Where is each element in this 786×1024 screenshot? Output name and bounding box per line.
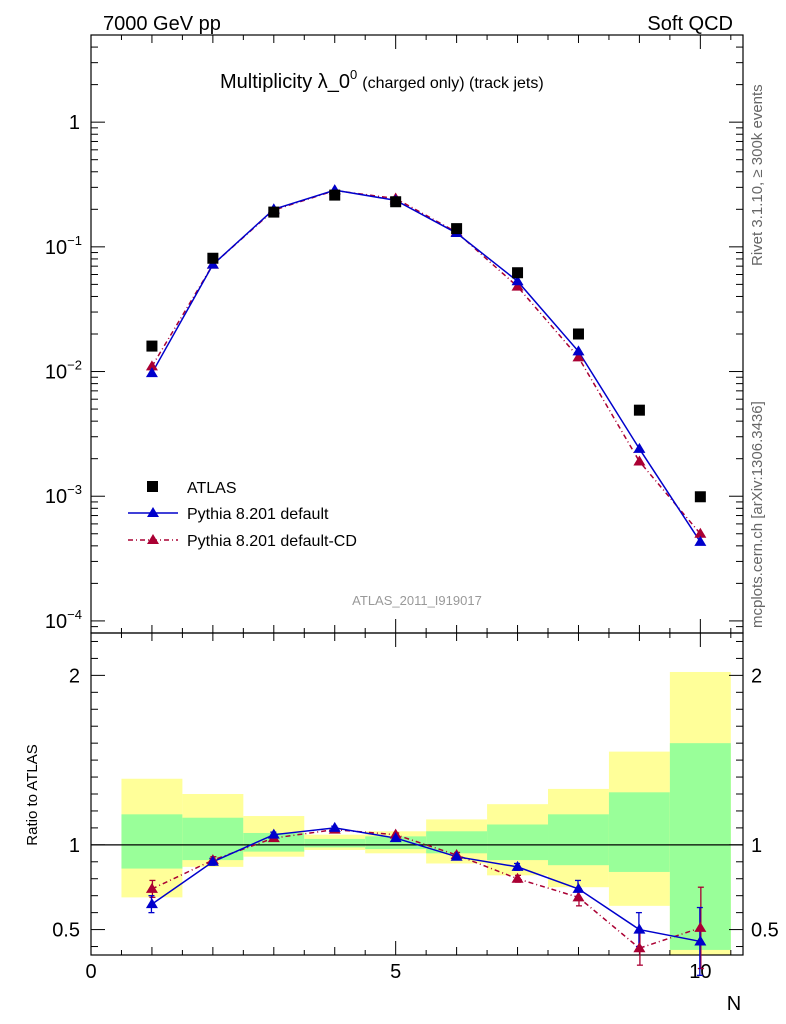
ratio-marker-pythia-default xyxy=(267,828,280,839)
y-tick-label-right: 0.5 xyxy=(751,920,779,942)
legend-label-atlas: ATLAS xyxy=(187,480,237,497)
marker-atlas xyxy=(207,252,219,264)
energy-label: 7000 GeV pp xyxy=(103,13,221,35)
category-label: Soft QCD xyxy=(647,13,733,35)
y-tick-label-right: 1 xyxy=(751,835,762,857)
series-line-pythia-default xyxy=(151,189,701,543)
ratio-marker-pythia-cd xyxy=(511,872,524,883)
ratio-marker-pythia-cd xyxy=(694,921,707,932)
marker-pythia-cd xyxy=(633,455,646,466)
marker-pythia-cd xyxy=(511,280,524,291)
marker-pythia-default xyxy=(572,345,585,356)
ratio-marker-pythia-cd xyxy=(145,882,158,893)
uncertainty-band-inner xyxy=(182,817,244,861)
marker-pythia-cd xyxy=(145,360,158,371)
legend-item-pythia-cd: Pythia 8.201 default-CD xyxy=(128,533,357,550)
marker-atlas xyxy=(329,189,341,201)
uncertainty-band-inner xyxy=(243,832,305,852)
y-tick-label: 10−4 xyxy=(45,607,82,633)
plot-title-sup: 0 xyxy=(350,67,357,82)
marker-atlas xyxy=(451,223,463,235)
plot-title: Multiplicity λ_00 (charged only) (track j… xyxy=(220,67,544,93)
analysis-id: ATLAS_2011_I919017 xyxy=(352,593,482,608)
rivet-label: Rivet 3.1.10, ≥ 300k events xyxy=(749,84,766,266)
mcplots-label: mcplots.cern.ch [arXiv:1306.3436] xyxy=(749,401,766,628)
ratio-marker-pythia-default xyxy=(389,832,402,843)
ratio-marker-pythia-cd xyxy=(572,891,585,902)
main-plot: 10−4 10−3 10−2 10−1 1 xyxy=(45,34,744,647)
ratio-marker-pythia-default xyxy=(633,923,646,934)
marker-atlas xyxy=(512,267,524,279)
uncertainty-band-inner xyxy=(608,792,670,872)
legend-marker-atlas xyxy=(147,481,158,492)
marker-pythia-default xyxy=(633,442,646,453)
ratio-marker-pythia-default xyxy=(511,860,524,871)
y-tick-label: 1 xyxy=(69,835,80,857)
y-tick-label: 10−2 xyxy=(45,358,82,384)
legend-label-pythia-default: Pythia 8.201 default xyxy=(187,506,329,523)
marker-pythia-default xyxy=(694,535,707,546)
legend: ATLAS Pythia 8.201 default Pythia 8.201 … xyxy=(128,480,357,550)
marker-pythia-cd xyxy=(572,351,585,362)
x-axis-label: N xyxy=(727,993,741,1015)
marker-pythia-cd xyxy=(694,527,707,538)
x-tick-label: 0 xyxy=(85,961,96,983)
marker-pythia-default xyxy=(511,275,524,286)
y-tick-label: 10−3 xyxy=(45,482,82,508)
ratio-marker-pythia-default xyxy=(450,850,463,861)
y-tick-label-right: 2 xyxy=(751,665,762,687)
x-tick-label: 5 xyxy=(390,961,401,983)
y-tick-label: 1 xyxy=(69,112,80,134)
ratio-marker-pythia-cd xyxy=(633,942,646,953)
y-tick-label: 0.5 xyxy=(52,920,80,942)
plot-title-main: Multiplicity λ_0 xyxy=(220,71,350,93)
ratio-line-pythia-default xyxy=(151,827,701,943)
ratio-marker-pythia-default xyxy=(572,882,585,893)
legend-marker-pythia-default xyxy=(147,507,159,517)
ratio-marker-pythia-default xyxy=(694,935,707,946)
uncertainty-band-inner xyxy=(304,838,366,848)
ratio-plot: 0 5 100.5 0.51 12 2 xyxy=(52,632,779,983)
y-axis-label: Ratio to ATLAS xyxy=(24,744,41,845)
marker-atlas xyxy=(694,491,706,503)
marker-atlas xyxy=(572,328,584,340)
ratio-marker-pythia-default xyxy=(206,855,219,866)
legend-label-pythia-cd: Pythia 8.201 default-CD xyxy=(187,533,357,550)
uncertainty-band-inner xyxy=(426,831,488,854)
ratio-marker-pythia-default xyxy=(328,821,341,832)
marker-atlas xyxy=(390,196,402,208)
uncertainty-band-inner xyxy=(365,836,427,850)
legend-item-pythia-default: Pythia 8.201 default xyxy=(128,506,329,523)
marker-pythia-default xyxy=(145,367,158,378)
y-tick-label: 10−1 xyxy=(45,233,82,259)
y-tick-label: 2 xyxy=(69,665,80,687)
marker-atlas xyxy=(268,206,280,218)
ratio-marker-pythia-default xyxy=(145,898,158,909)
plot-title-suffix: (charged only) (track jets) xyxy=(362,75,543,92)
uncertainty-band-inner xyxy=(121,814,183,869)
marker-atlas xyxy=(633,404,645,416)
ratio-line-pythia-cd xyxy=(151,828,701,950)
uncertainty-band-inner xyxy=(487,824,549,861)
legend-marker-pythia-cd xyxy=(147,534,159,544)
legend-item-atlas: ATLAS xyxy=(147,480,237,497)
marker-atlas xyxy=(146,340,158,352)
uncertainty-band-inner xyxy=(548,814,609,866)
